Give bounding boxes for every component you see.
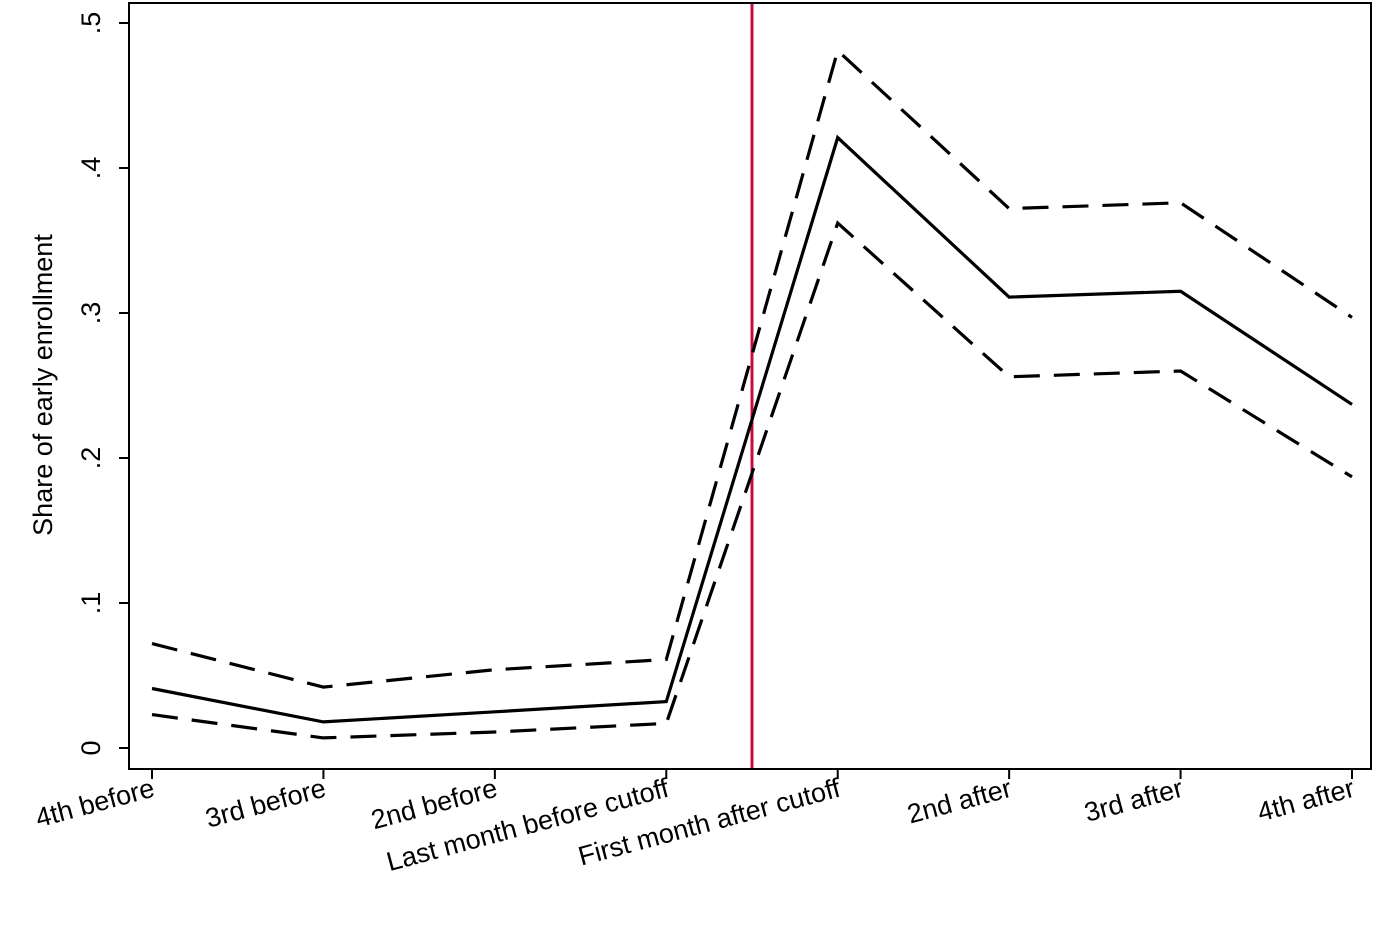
y-tick-label: .5 [76,12,106,35]
y-axis-label: Share of early enrollment [28,234,58,536]
y-tick-label: .4 [76,157,106,180]
x-tick-label: Last month before cutoff [383,773,672,877]
x-tick-label: 4th before [32,773,157,833]
upper-ci-line [151,47,1353,689]
plot-area [151,3,1353,769]
y-tick-label: .2 [76,447,106,470]
plot-frame [128,2,1372,770]
lower-ci-line [151,220,1353,740]
x-tick-label: 4th after [1254,773,1357,828]
y-tick-label: 0 [76,740,106,755]
x-tick-label: 2nd after [904,773,1015,830]
y-tick-label: .3 [76,302,106,325]
x-tick-label: 3rd before [202,773,329,834]
estimate-line [151,134,1353,724]
y-tick-label: .1 [76,592,106,615]
x-tick-label: 3rd after [1081,773,1186,828]
